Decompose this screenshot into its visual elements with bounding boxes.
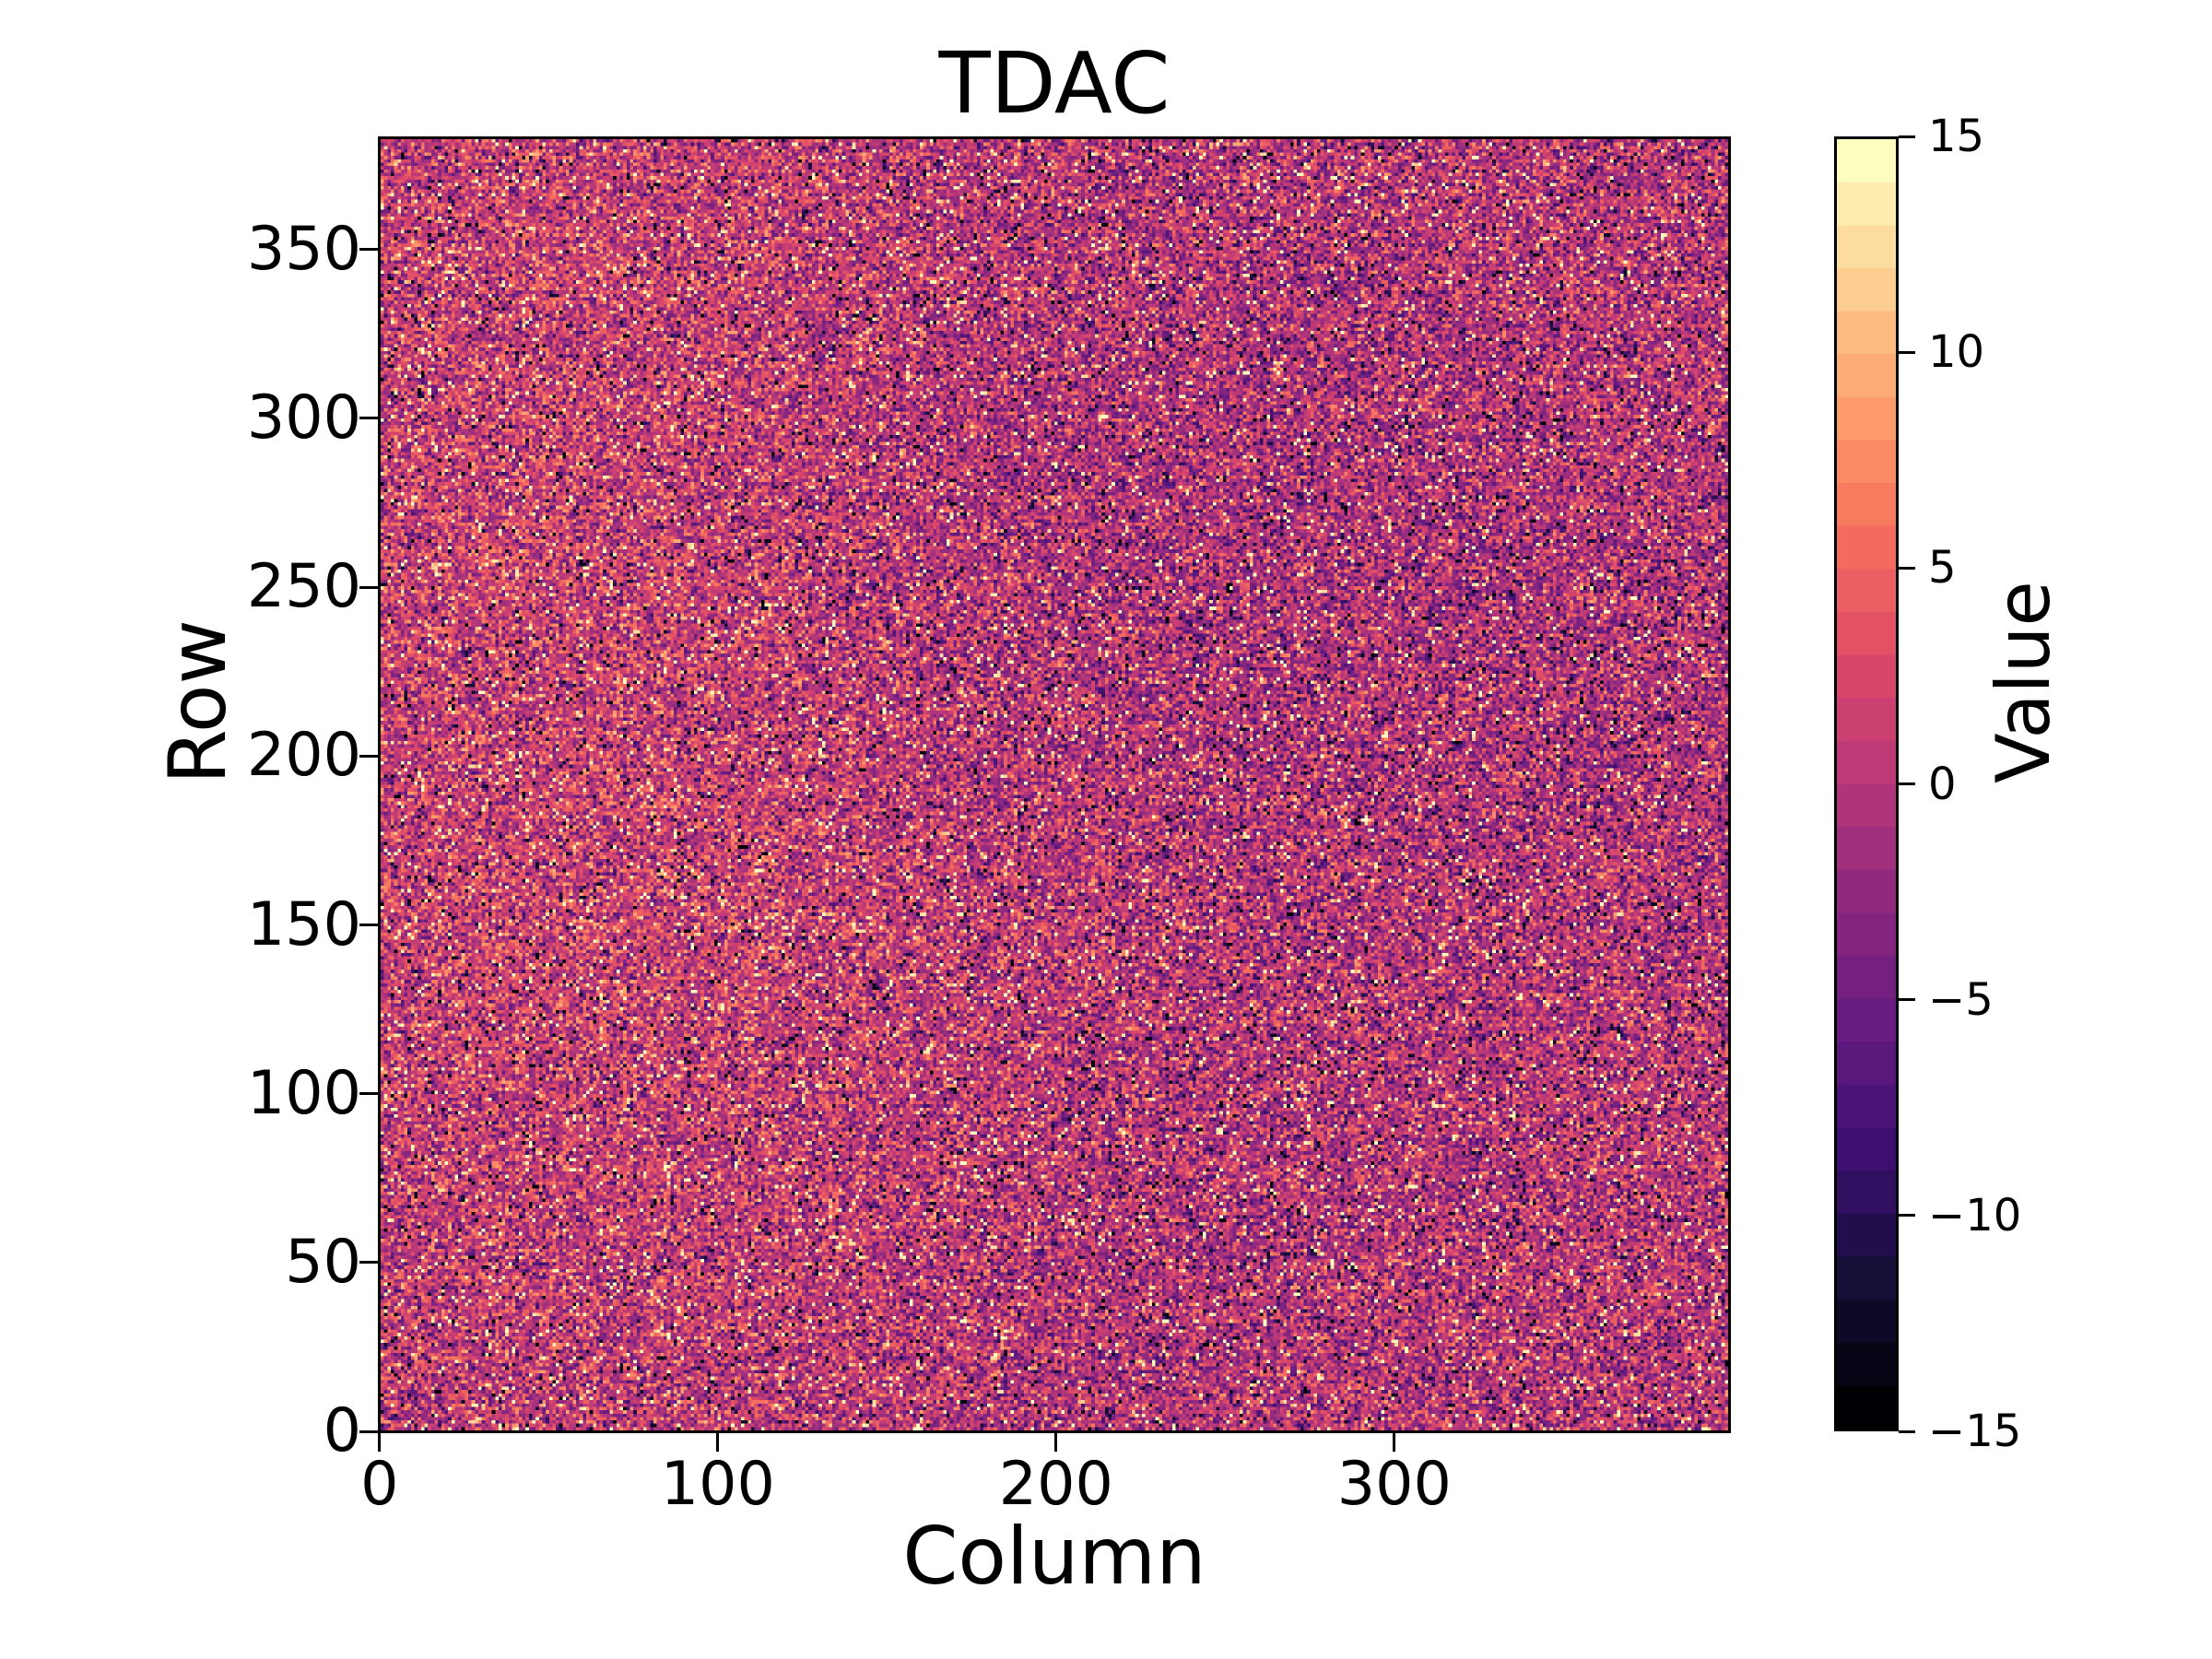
colorbar-tick-mark	[1899, 998, 1915, 1002]
x-tick-label: 300	[1336, 1450, 1452, 1519]
y-tick-label: 350	[246, 214, 361, 284]
y-tick-mark	[359, 1261, 378, 1265]
colorbar-tick-label: −10	[1928, 1189, 2022, 1241]
y-tick-mark	[359, 417, 378, 420]
x-tick-mark	[1393, 1433, 1396, 1452]
colorbar-tick-mark	[1899, 782, 1915, 785]
y-tick-mark	[359, 1092, 378, 1096]
y-tick-label: 250	[246, 552, 361, 622]
colorbar-tick-label: 15	[1928, 111, 1985, 162]
colorbar-tick-label: 0	[1928, 758, 1957, 810]
y-tick-label: 200	[246, 721, 361, 791]
colorbar	[1834, 136, 1899, 1431]
colorbar-image	[1837, 139, 1896, 1429]
y-tick-mark	[359, 1430, 378, 1433]
y-tick-mark	[359, 754, 378, 758]
x-tick-label: 100	[660, 1450, 775, 1519]
colorbar-tick-mark	[1899, 1214, 1915, 1218]
y-tick-mark	[359, 248, 378, 252]
colorbar-tick-label: −15	[1928, 1406, 2022, 1457]
y-tick-label: 150	[246, 889, 361, 959]
colorbar-tick-mark	[1899, 1430, 1915, 1433]
colorbar-tick-mark	[1899, 350, 1915, 354]
heatmap-image	[381, 139, 1728, 1430]
colorbar-tick-mark	[1899, 566, 1915, 570]
x-tick-label: 200	[998, 1450, 1113, 1519]
colorbar-tick-mark	[1899, 135, 1915, 138]
colorbar-tick-label: 5	[1928, 542, 1957, 594]
x-tick-mark	[1054, 1433, 1058, 1452]
y-tick-mark	[359, 585, 378, 589]
y-tick-label: 0	[323, 1396, 361, 1466]
colorbar-tick-label: −5	[1928, 973, 1994, 1026]
colorbar-tick-label: 10	[1928, 326, 1985, 379]
y-tick-label: 300	[246, 382, 361, 453]
x-tick-mark	[716, 1433, 720, 1452]
y-tick-label: 100	[246, 1058, 361, 1128]
x-tick-label: 0	[360, 1450, 399, 1519]
y-tick-mark	[359, 924, 378, 927]
plot-title: TDAC	[938, 34, 1171, 133]
x-axis-label: Column	[902, 1511, 1206, 1603]
y-tick-label: 50	[285, 1227, 361, 1297]
x-tick-mark	[378, 1433, 382, 1452]
plot-area	[378, 136, 1731, 1433]
